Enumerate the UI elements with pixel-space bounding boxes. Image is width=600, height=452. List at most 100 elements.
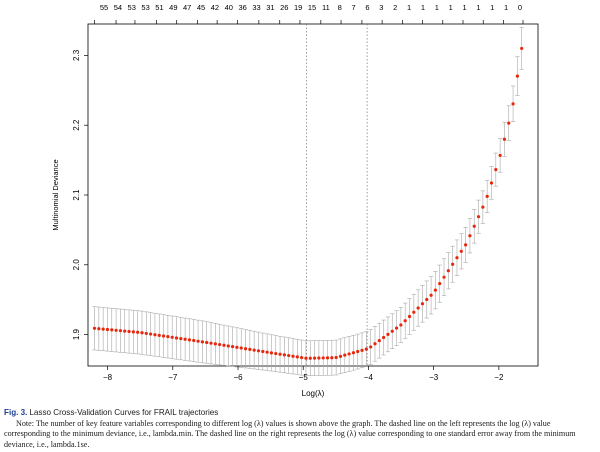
- data-point: [498, 153, 502, 158]
- data-point: [174, 336, 179, 340]
- data-point: [425, 297, 429, 302]
- x-tick-label: −5: [299, 373, 309, 382]
- x-tick-label: −6: [233, 373, 243, 382]
- data-point: [507, 121, 511, 125]
- x-tick-label: −4: [364, 373, 374, 382]
- y-axis-label: Multinomial Deviance: [51, 159, 60, 230]
- data-point: [205, 340, 209, 345]
- data-point: [394, 326, 399, 330]
- x-tick-label: −3: [429, 373, 439, 382]
- top-count-label: 3: [379, 3, 383, 12]
- top-count-label: 1: [449, 3, 453, 12]
- data-point: [149, 332, 153, 336]
- data-point: [235, 345, 239, 349]
- data-point: [325, 356, 330, 360]
- data-point: [360, 348, 364, 352]
- data-point: [110, 328, 114, 332]
- data-point: [295, 355, 299, 359]
- data-point: [157, 333, 161, 337]
- data-point: [442, 275, 446, 279]
- top-count-label: 55: [100, 3, 108, 12]
- data-point: [101, 327, 105, 331]
- lambda-lines: [306, 24, 368, 366]
- data-point: [382, 335, 386, 340]
- data-point: [459, 249, 463, 253]
- top-count-label: 51: [155, 3, 163, 12]
- data-point: [136, 330, 140, 334]
- data-point: [312, 356, 317, 360]
- data-point: [114, 328, 118, 332]
- data-point: [403, 319, 407, 323]
- data-point: [476, 215, 481, 219]
- data-point: [334, 355, 338, 360]
- top-count-label: 33: [252, 3, 260, 12]
- data-point: [347, 352, 351, 356]
- top-count-label: 42: [211, 3, 219, 12]
- data-point: [373, 342, 377, 346]
- data-point: [472, 224, 476, 228]
- data-point: [351, 351, 356, 355]
- data-point: [187, 338, 192, 342]
- data-point: [118, 329, 123, 333]
- data-point: [308, 356, 312, 360]
- data-point: [131, 330, 135, 334]
- data-point: [364, 347, 368, 351]
- data-point: [502, 137, 507, 141]
- data-point: [230, 345, 235, 349]
- data-point: [252, 348, 256, 352]
- data-point: [248, 347, 252, 352]
- data-point: [144, 331, 148, 336]
- top-count-label: 26: [280, 3, 288, 12]
- data-point: [222, 343, 226, 347]
- data-point: [209, 341, 213, 345]
- top-count-label: 1: [476, 3, 480, 12]
- error-bars: [92, 27, 524, 376]
- data-point: [356, 349, 360, 354]
- top-count-label: 53: [128, 3, 136, 12]
- data-point: [261, 349, 265, 354]
- data-point: [166, 335, 170, 339]
- y-tick-label: 1.9: [72, 328, 81, 340]
- data-point: [192, 338, 196, 343]
- data-point: [213, 342, 217, 346]
- data-point: [489, 181, 494, 185]
- data-point: [520, 46, 524, 51]
- data-point: [494, 168, 498, 172]
- data-point: [468, 234, 472, 238]
- top-count-label: 7: [352, 3, 356, 12]
- top-axis-feature-counts: 55 54 53 53 51 49 47 45 42 40 36 33 31 26 19 15 11 8 7 6 3 2 1…: [94, 3, 524, 24]
- top-count-label: 1: [407, 3, 411, 12]
- data-point: [438, 282, 442, 286]
- data-point: [243, 347, 248, 351]
- data-point: [446, 269, 450, 273]
- data-point: [287, 353, 291, 358]
- data-point: [481, 205, 485, 209]
- data-point: [256, 349, 261, 353]
- top-count-label: 0: [518, 3, 522, 12]
- y-axis: 1.9 2.0 2.1 2.2 2.3: [72, 49, 88, 340]
- data-point: [265, 350, 269, 354]
- x-tick-label: −2: [494, 373, 504, 382]
- data-point: [105, 327, 110, 332]
- top-count-label: 40: [225, 3, 233, 12]
- y-tick-label: 2.0: [72, 259, 81, 271]
- data-point: [196, 339, 200, 343]
- figure-title: Lasso Cross-Validation Curves for FRAIL …: [29, 408, 219, 417]
- top-count-label: 54: [114, 3, 122, 12]
- figure-caption: Fig. 3. Lasso Cross-Validation Curves fo…: [4, 408, 596, 450]
- top-count-label: 1: [462, 3, 466, 12]
- top-count-label: 31: [266, 3, 274, 12]
- data-point: [317, 356, 321, 360]
- data-point: [330, 356, 334, 360]
- data-point: [343, 353, 347, 357]
- data-point: [515, 74, 519, 78]
- data-point: [140, 331, 144, 335]
- data-point: [300, 355, 304, 360]
- data-point: [269, 351, 274, 355]
- x-tick-label: −7: [168, 373, 178, 382]
- lasso-cv-plot: −8 −7 −6 −5 −4 −3 −2 1.9 2.0 2.1 2.2 2.3 55 54 53 53 5…: [51, 3, 539, 398]
- data-point: [170, 335, 174, 339]
- top-count-label: 49: [169, 3, 177, 12]
- top-count-label: 8: [338, 3, 342, 12]
- data-point: [123, 329, 127, 333]
